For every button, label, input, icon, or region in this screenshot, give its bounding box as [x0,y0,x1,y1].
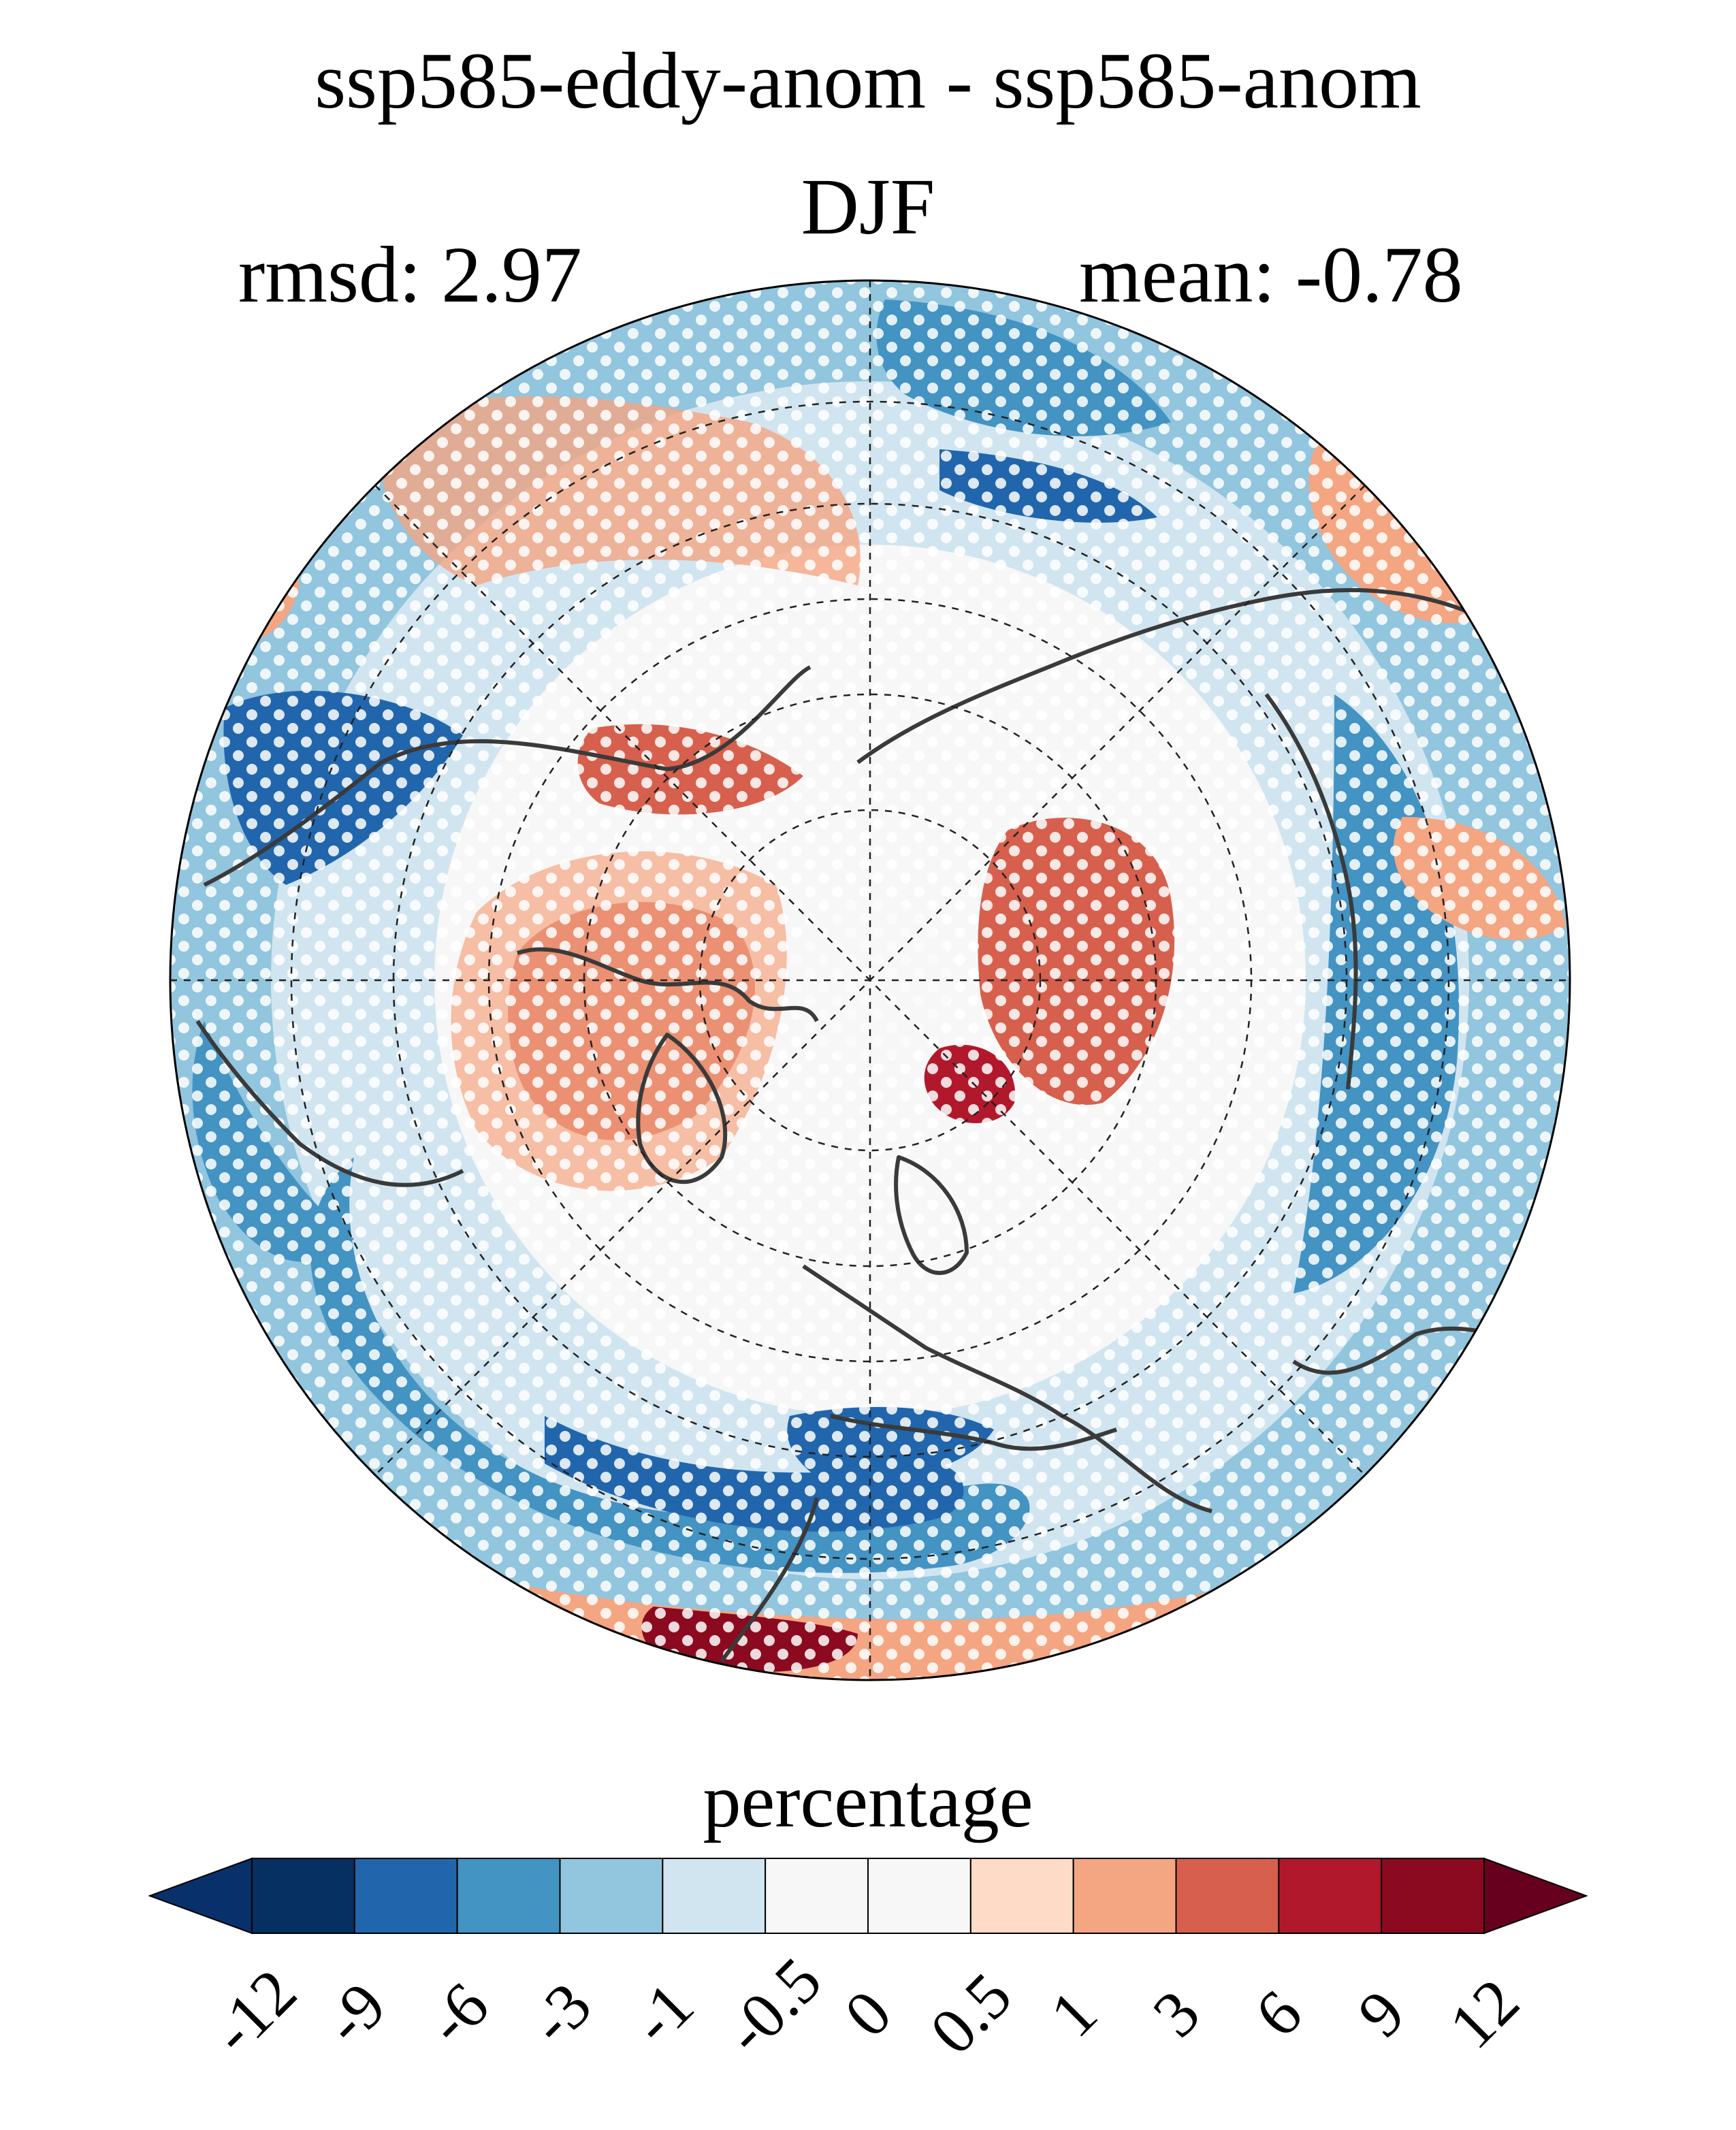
coast-north-america [203,665,811,887]
colorbar-segment [251,1858,355,1934]
map-title: ssp585-eddy-anom - ssp585-anom [315,36,1421,125]
colorbar-segment [456,1858,561,1934]
rmsd-stat: rmsd: 2.97 [238,230,582,319]
mean-stat: mean: -0.78 [1079,230,1463,319]
coast-asia-north [856,587,1472,764]
coast-europe [802,1264,1212,1513]
colorbar-segment [969,1858,1074,1934]
lat-circle-80 [698,809,1042,1152]
colorbar-extend-low [148,1857,253,1935]
colorbar-segment [662,1858,767,1934]
coast-africa [720,1497,819,1662]
colorbar-segment [765,1858,869,1934]
colorbar-segment [867,1858,971,1934]
coast-asia-east [1264,693,1358,1090]
colorbar-segment [1175,1858,1280,1934]
colorbar-label: percentage [703,1759,1033,1843]
colorbar-segment [1381,1858,1485,1934]
graticule [170,280,1570,1680]
colorbar-extend-high [1483,1857,1588,1935]
coast-west-america [195,1020,464,1187]
lat-circle-40 [290,400,1450,1560]
map-border [169,279,1571,1681]
colorbar-segment [1072,1858,1177,1934]
coast-greenland [636,1033,728,1184]
colorbar-segment [1278,1858,1383,1934]
season-label: DJF [801,162,935,251]
colorbar-segment [353,1858,458,1934]
map-field [170,280,1570,1680]
coast-scandinavia [894,1155,969,1275]
meridian-45b [374,485,1366,1476]
coast-mediterranean [830,1414,1117,1451]
colorbar-segment [559,1858,664,1934]
coast-canada-arctic [517,947,819,1022]
